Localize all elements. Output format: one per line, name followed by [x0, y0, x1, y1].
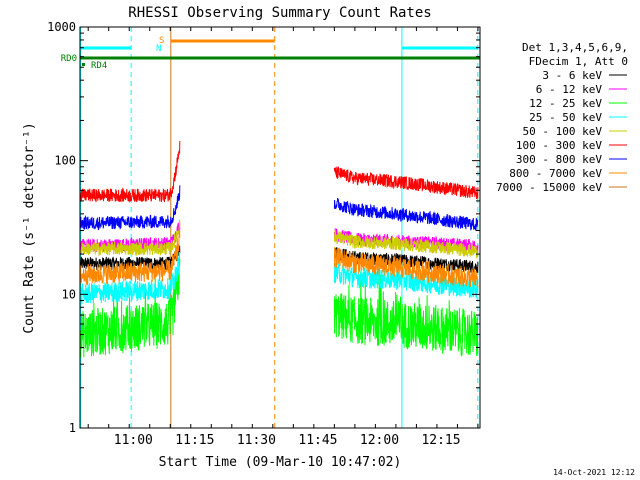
x-tick-label: 11:45	[298, 433, 337, 448]
y-tick-label: 1000	[47, 20, 76, 34]
series-line	[80, 229, 181, 286]
legend-entry-label: 50 - 100 keV	[523, 125, 603, 138]
series-line	[80, 185, 181, 231]
legend-header: Det 1,3,4,5,6,9,	[522, 41, 628, 54]
series-line	[333, 166, 479, 200]
legend-entry-label: 7000 - 15000 keV	[496, 181, 602, 194]
y-tick-label: 10	[62, 287, 76, 301]
plot-frame	[79, 26, 481, 429]
x-tick-label: 11:00	[114, 433, 153, 448]
series-line	[80, 252, 181, 305]
legend: Det 1,3,4,5,6,9,FDecim 1, Att 03 - 6 keV…	[496, 41, 628, 194]
x-tick-label: 12:00	[360, 433, 399, 448]
x-tick-label: 11:15	[175, 433, 214, 448]
legend-entry-label: 300 - 800 keV	[516, 153, 602, 166]
saa-label: S	[159, 36, 164, 46]
x-tick-label: 11:30	[237, 433, 276, 448]
legend-entry-label: 6 - 12 keV	[536, 83, 603, 96]
rd4-marker	[82, 63, 85, 66]
x-tick-label: 12:15	[421, 433, 460, 448]
event-markers: RD0 RD4 SN	[61, 27, 480, 428]
series-line	[80, 140, 181, 203]
chart-title: RHESSI Observing Summary Count Rates	[128, 5, 431, 21]
legend-entry-label: 25 - 50 keV	[529, 111, 602, 124]
footer-date: 14-Oct-2021 12:12	[553, 468, 635, 477]
legend-header: FDecim 1, Att 0	[529, 55, 628, 68]
rd4-label: RD4	[91, 61, 107, 71]
series-line	[333, 198, 479, 231]
night-label: N	[156, 44, 161, 54]
y-tick-label: 100	[54, 154, 76, 168]
series-line	[333, 247, 479, 274]
legend-entry-label: 100 - 300 keV	[516, 139, 602, 152]
series-line	[80, 251, 181, 358]
axes: 1 10 100 1000 11:00 11:15 11:30 11:45 12:00 12:15	[47, 20, 480, 448]
legend-entry-label: 800 - 7000 keV	[509, 167, 602, 180]
x-axis-label: Start Time (09-Mar-10 10:47:02)	[159, 455, 402, 470]
y-axis-label-text: Count Rate (s⁻¹ detector⁻¹)	[22, 122, 37, 333]
series-line	[333, 270, 479, 357]
series-line	[333, 247, 479, 288]
data-series	[80, 140, 479, 358]
rd0-label: RD0	[61, 54, 77, 64]
y-tick-label: 1	[69, 421, 76, 435]
legend-entry-label: 3 - 6 keV	[542, 69, 602, 82]
legend-entry-label: 12 - 25 keV	[529, 97, 602, 110]
series-line	[333, 230, 479, 260]
series-line	[80, 219, 181, 257]
y-axis-label: Count Rate (s⁻¹ detector⁻¹)	[22, 122, 37, 333]
